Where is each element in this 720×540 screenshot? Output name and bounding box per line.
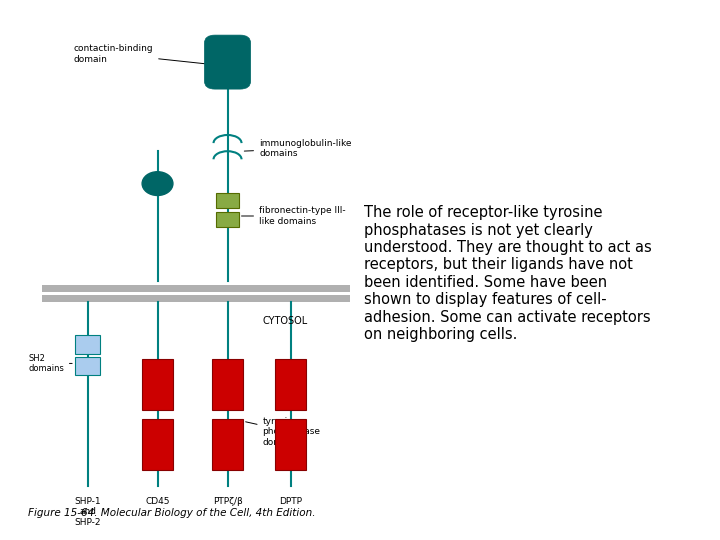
Text: CD45: CD45: [145, 497, 170, 506]
Circle shape: [142, 172, 173, 195]
FancyBboxPatch shape: [275, 418, 306, 470]
Text: contactin-binding
domain: contactin-binding domain: [73, 44, 212, 64]
FancyBboxPatch shape: [275, 359, 306, 410]
FancyBboxPatch shape: [212, 359, 243, 410]
Text: fibronectin-type III-
like domains: fibronectin-type III- like domains: [241, 206, 346, 226]
FancyBboxPatch shape: [75, 357, 100, 375]
FancyBboxPatch shape: [216, 212, 239, 227]
Text: CYTOSOL: CYTOSOL: [263, 316, 308, 326]
Text: PTPζ/β: PTPζ/β: [212, 497, 243, 506]
Text: SH2
domains: SH2 domains: [28, 354, 72, 373]
FancyBboxPatch shape: [204, 35, 251, 89]
FancyBboxPatch shape: [75, 335, 100, 354]
FancyBboxPatch shape: [216, 193, 239, 208]
Text: DPTP: DPTP: [279, 497, 302, 506]
Text: The role of receptor-like tyrosine
phosphatases is not yet clearly
understood. T: The role of receptor-like tyrosine phosp…: [364, 205, 652, 342]
FancyBboxPatch shape: [142, 418, 173, 470]
FancyBboxPatch shape: [212, 418, 243, 470]
FancyBboxPatch shape: [42, 285, 350, 292]
Text: SHP-1
and
SHP-2: SHP-1 and SHP-2: [74, 497, 101, 526]
Text: immunoglobulin-like
domains: immunoglobulin-like domains: [244, 139, 351, 158]
FancyBboxPatch shape: [42, 295, 350, 302]
FancyBboxPatch shape: [142, 359, 173, 410]
Text: tyrosine
phosphatase
domains: tyrosine phosphatase domains: [246, 417, 320, 447]
Text: Figure 15-64. Molecular Biology of the Cell, 4th Edition.: Figure 15-64. Molecular Biology of the C…: [28, 508, 315, 518]
